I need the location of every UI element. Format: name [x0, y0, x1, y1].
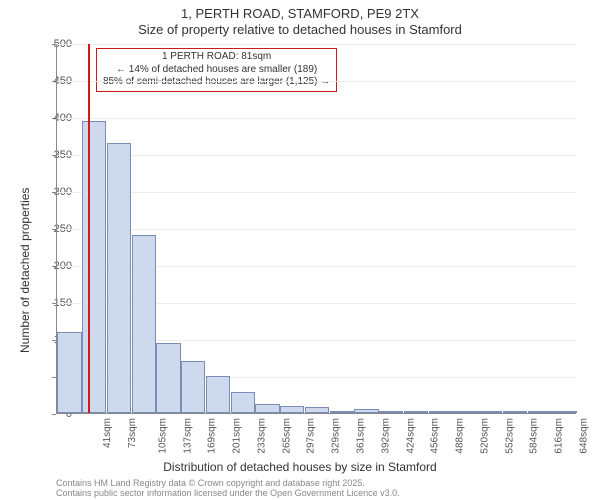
- histogram-bar: [305, 407, 329, 413]
- histogram-bar: [132, 235, 156, 413]
- histogram-bar: [354, 409, 378, 413]
- histogram-bar: [478, 411, 502, 413]
- histogram-bar: [429, 411, 453, 413]
- annotation-line1: 1 PERTH ROAD: 81sqm: [103, 51, 330, 64]
- x-tick-label: 297sqm: [306, 418, 317, 454]
- x-tick-label: 552sqm: [504, 418, 515, 454]
- annotation-line2: ← 14% of detached houses are smaller (18…: [103, 64, 330, 77]
- histogram-bar: [280, 406, 304, 413]
- property-marker-line: [88, 44, 90, 413]
- x-tick-label: 169sqm: [207, 418, 218, 454]
- x-tick-label: 201sqm: [232, 418, 243, 454]
- histogram-bar: [503, 411, 527, 413]
- histogram-bar: [107, 143, 131, 413]
- histogram-bar: [379, 411, 403, 413]
- histogram-bar: [552, 411, 576, 413]
- histogram-bar: [255, 404, 279, 413]
- footer-line1: Contains HM Land Registry data © Crown c…: [56, 478, 400, 488]
- x-tick-label: 488sqm: [455, 418, 466, 454]
- x-tick-label: 584sqm: [529, 418, 540, 454]
- histogram-bar: [528, 411, 552, 413]
- x-tick-label: 265sqm: [281, 418, 292, 454]
- footer-attribution: Contains HM Land Registry data © Crown c…: [56, 478, 400, 499]
- chart-title-line2: Size of property relative to detached ho…: [0, 22, 600, 37]
- x-tick-label: 424sqm: [405, 418, 416, 454]
- x-tick-label: 361sqm: [356, 418, 367, 454]
- footer-line2: Contains public sector information licen…: [56, 488, 400, 498]
- histogram-bar: [231, 392, 255, 413]
- grid-line: [57, 81, 576, 82]
- y-axis-label: Number of detached properties: [18, 188, 32, 353]
- chart-title-line1: 1, PERTH ROAD, STAMFORD, PE9 2TX: [0, 6, 600, 21]
- plot-area: 1 PERTH ROAD: 81sqm ← 14% of detached ho…: [56, 44, 576, 414]
- annotation-box: 1 PERTH ROAD: 81sqm ← 14% of detached ho…: [96, 48, 337, 92]
- histogram-bar: [57, 332, 81, 413]
- x-tick-label: 233sqm: [257, 418, 268, 454]
- histogram-bar: [330, 411, 354, 413]
- histogram-bar: [156, 343, 180, 413]
- x-tick-label: 105sqm: [157, 418, 168, 454]
- histogram-bar: [82, 121, 106, 413]
- grid-line: [57, 118, 576, 119]
- x-tick-label: 392sqm: [380, 418, 391, 454]
- x-tick-label: 648sqm: [578, 418, 589, 454]
- annotation-line3: 85% of semi-detached houses are larger (…: [103, 76, 330, 89]
- histogram-bar: [206, 376, 230, 413]
- x-tick-label: 41sqm: [102, 418, 113, 448]
- histogram-chart: 1, PERTH ROAD, STAMFORD, PE9 2TX Size of…: [0, 0, 600, 500]
- x-tick-label: 137sqm: [182, 418, 193, 454]
- grid-line: [57, 192, 576, 193]
- x-axis-label: Distribution of detached houses by size …: [0, 460, 600, 474]
- histogram-bar: [453, 411, 477, 413]
- x-tick-label: 73sqm: [127, 418, 138, 448]
- histogram-bar: [181, 361, 205, 413]
- x-tick-label: 520sqm: [479, 418, 490, 454]
- x-tick-label: 329sqm: [331, 418, 342, 454]
- grid-line: [57, 44, 576, 45]
- x-tick-label: 616sqm: [554, 418, 565, 454]
- grid-line: [57, 229, 576, 230]
- grid-line: [57, 155, 576, 156]
- histogram-bar: [404, 411, 428, 413]
- x-tick-label: 456sqm: [430, 418, 441, 454]
